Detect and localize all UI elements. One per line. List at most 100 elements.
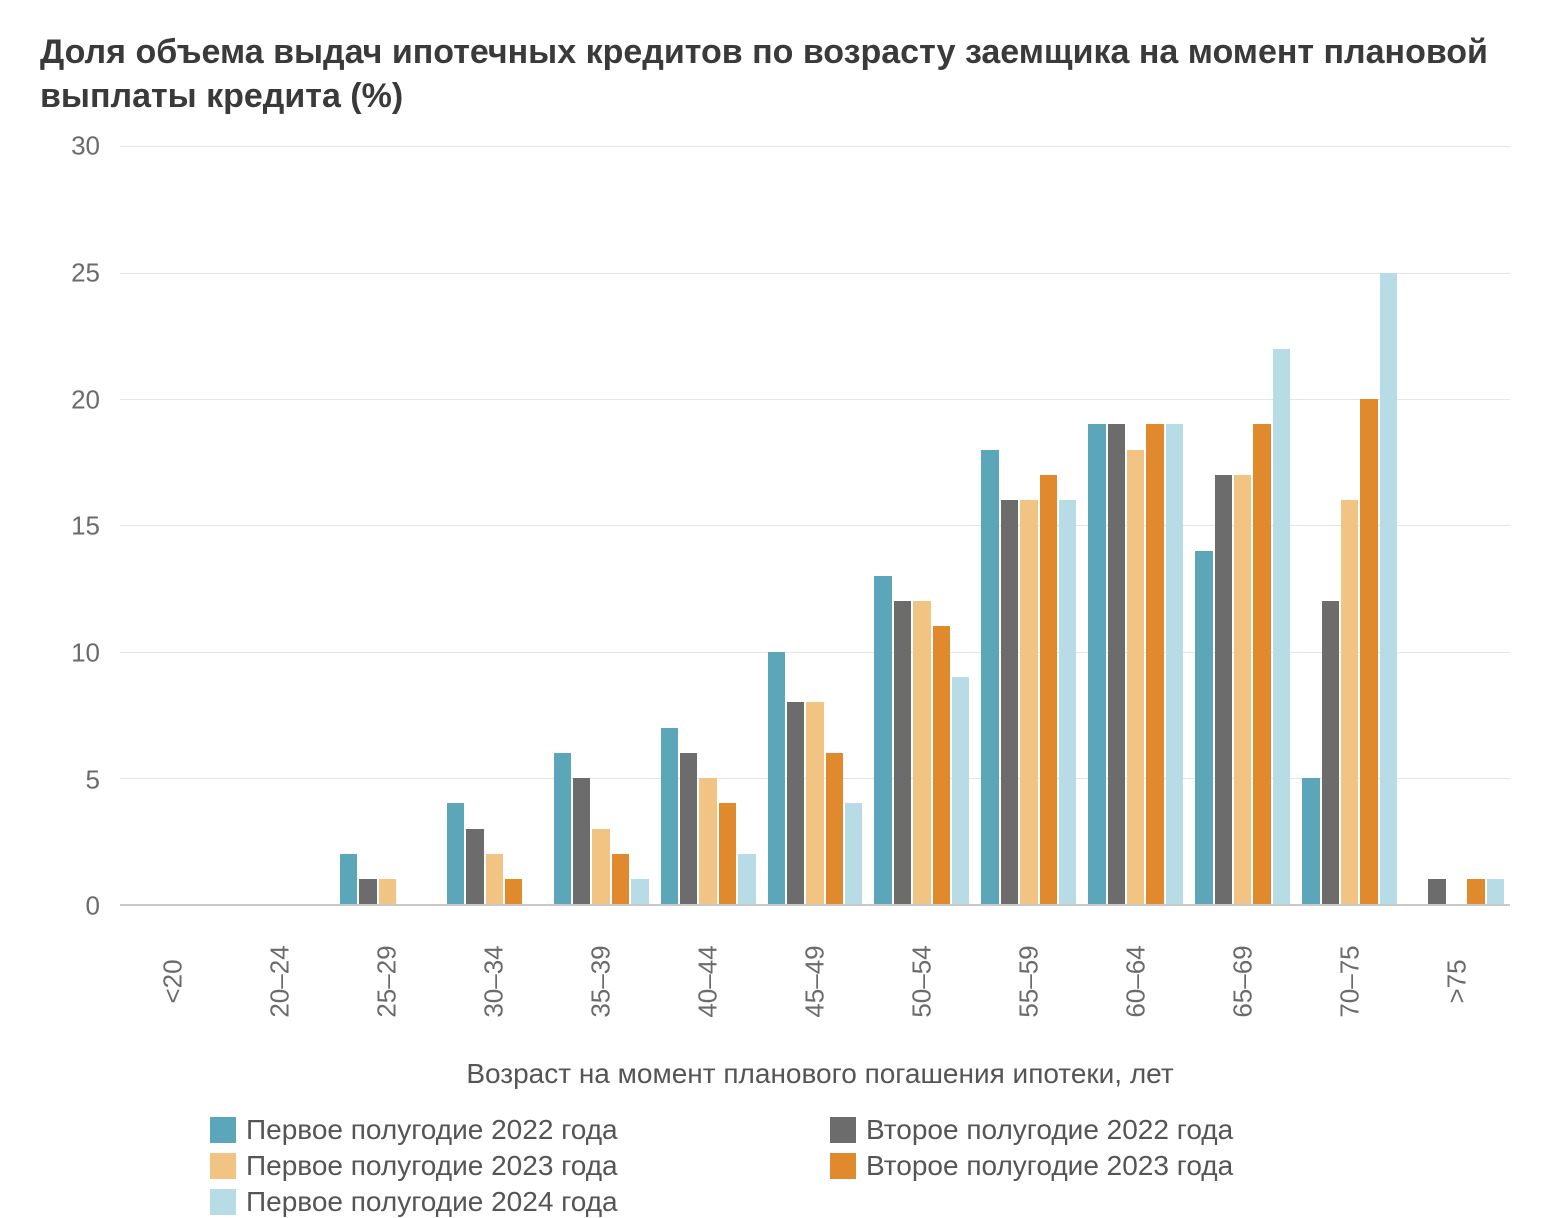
- bar: [1001, 500, 1018, 904]
- bar: [1088, 424, 1105, 904]
- bar-group: [655, 146, 762, 904]
- bar: [1273, 349, 1290, 905]
- bar: [699, 778, 716, 904]
- bar: [787, 702, 804, 904]
- x-axis-title: Возраст на момент планового погашения ип…: [120, 1058, 1520, 1090]
- bar: [1215, 475, 1232, 905]
- bar-group: [1082, 146, 1189, 904]
- bar: [612, 854, 629, 905]
- bar: [1302, 778, 1319, 904]
- bar: [447, 803, 464, 904]
- bar: [573, 778, 590, 904]
- bar: [1108, 424, 1125, 904]
- bar: [894, 601, 911, 904]
- x-tick-label: 35–39: [548, 906, 655, 1046]
- legend-item: Первое полугодие 2024 года: [210, 1186, 790, 1218]
- plot-area: [120, 146, 1510, 906]
- bar-group: [1296, 146, 1403, 904]
- bar: [359, 879, 376, 904]
- bar: [1360, 399, 1377, 904]
- bar-group: [227, 146, 334, 904]
- bar: [1146, 424, 1163, 904]
- y-tick-label: 15: [71, 511, 100, 542]
- x-tick-label: 70–75: [1296, 906, 1403, 1046]
- bar: [768, 652, 785, 905]
- bar: [1234, 475, 1251, 905]
- y-axis-labels: 051015202530: [40, 146, 110, 906]
- chart-container: Доля объема выдач ипотечных кредитов по …: [0, 0, 1560, 1190]
- x-tick-label: 50–54: [868, 906, 975, 1046]
- x-tick-label: 20–24: [227, 906, 334, 1046]
- x-tick-label: 65–69: [1189, 906, 1296, 1046]
- bar: [933, 626, 950, 904]
- bar: [340, 854, 357, 905]
- y-tick-label: 5: [86, 764, 100, 795]
- legend-item: Второе полугодие 2022 года: [830, 1114, 1410, 1146]
- bar: [719, 803, 736, 904]
- bar-group: [441, 146, 548, 904]
- bar: [738, 854, 755, 905]
- legend-swatch: [830, 1117, 856, 1143]
- y-tick-label: 25: [71, 258, 100, 289]
- x-tick-label: 25–29: [334, 906, 441, 1046]
- bar: [845, 803, 862, 904]
- bar: [1428, 879, 1445, 904]
- legend-swatch: [830, 1153, 856, 1179]
- bar: [466, 829, 483, 905]
- bar-group: [548, 146, 655, 904]
- legend-item: Первое полугодие 2023 года: [210, 1150, 790, 1182]
- bar-group: [1189, 146, 1296, 904]
- bar: [1020, 500, 1037, 904]
- x-tick-label: <20: [120, 906, 227, 1046]
- y-tick-label: 10: [71, 638, 100, 669]
- x-tick-label: 45–49: [762, 906, 869, 1046]
- x-axis-labels: <2020–2425–2930–3435–3940–4445–4950–5455…: [120, 906, 1510, 1046]
- bar: [952, 677, 969, 904]
- legend-label: Второе полугодие 2023 года: [866, 1150, 1233, 1182]
- bar: [661, 728, 678, 905]
- x-tick-label: 55–59: [975, 906, 1082, 1046]
- legend-label: Первое полугодие 2022 года: [246, 1114, 618, 1146]
- bar: [592, 829, 609, 905]
- bar: [379, 879, 396, 904]
- x-tick-label: 40–44: [655, 906, 762, 1046]
- bar-group: [762, 146, 869, 904]
- bar: [913, 601, 930, 904]
- bar: [1195, 551, 1212, 905]
- bar: [1166, 424, 1183, 904]
- bar-group: [1403, 146, 1510, 904]
- bar: [1127, 450, 1144, 905]
- bar-group: [120, 146, 227, 904]
- bar: [806, 702, 823, 904]
- bar: [826, 753, 843, 905]
- bar: [1467, 879, 1484, 904]
- bar: [1253, 424, 1270, 904]
- legend-swatch: [210, 1153, 236, 1179]
- bar: [680, 753, 697, 905]
- bar: [1322, 601, 1339, 904]
- bar: [981, 450, 998, 905]
- y-tick-label: 20: [71, 384, 100, 415]
- legend-swatch: [210, 1189, 236, 1215]
- bar: [631, 879, 648, 904]
- x-tick-label: 30–34: [441, 906, 548, 1046]
- legend-label: Первое полугодие 2023 года: [246, 1150, 618, 1182]
- legend-label: Второе полугодие 2022 года: [866, 1114, 1233, 1146]
- bar: [505, 879, 522, 904]
- bar: [1059, 500, 1076, 904]
- chart-title: Доля объема выдач ипотечных кредитов по …: [40, 30, 1520, 118]
- legend-item: Первое полугодие 2022 года: [210, 1114, 790, 1146]
- chart-plot-wrap: 051015202530: [40, 146, 1520, 906]
- bar: [554, 753, 571, 905]
- bar-group: [975, 146, 1082, 904]
- bar: [1040, 475, 1057, 905]
- bar: [1487, 879, 1504, 904]
- bar: [1341, 500, 1358, 904]
- y-tick-label: 0: [86, 891, 100, 922]
- legend-item: Второе полугодие 2023 года: [830, 1150, 1410, 1182]
- x-tick-label: >75: [1403, 906, 1510, 1046]
- bar: [1380, 273, 1397, 905]
- bar: [874, 576, 891, 904]
- y-tick-label: 30: [71, 131, 100, 162]
- x-tick-label: 60–64: [1082, 906, 1189, 1046]
